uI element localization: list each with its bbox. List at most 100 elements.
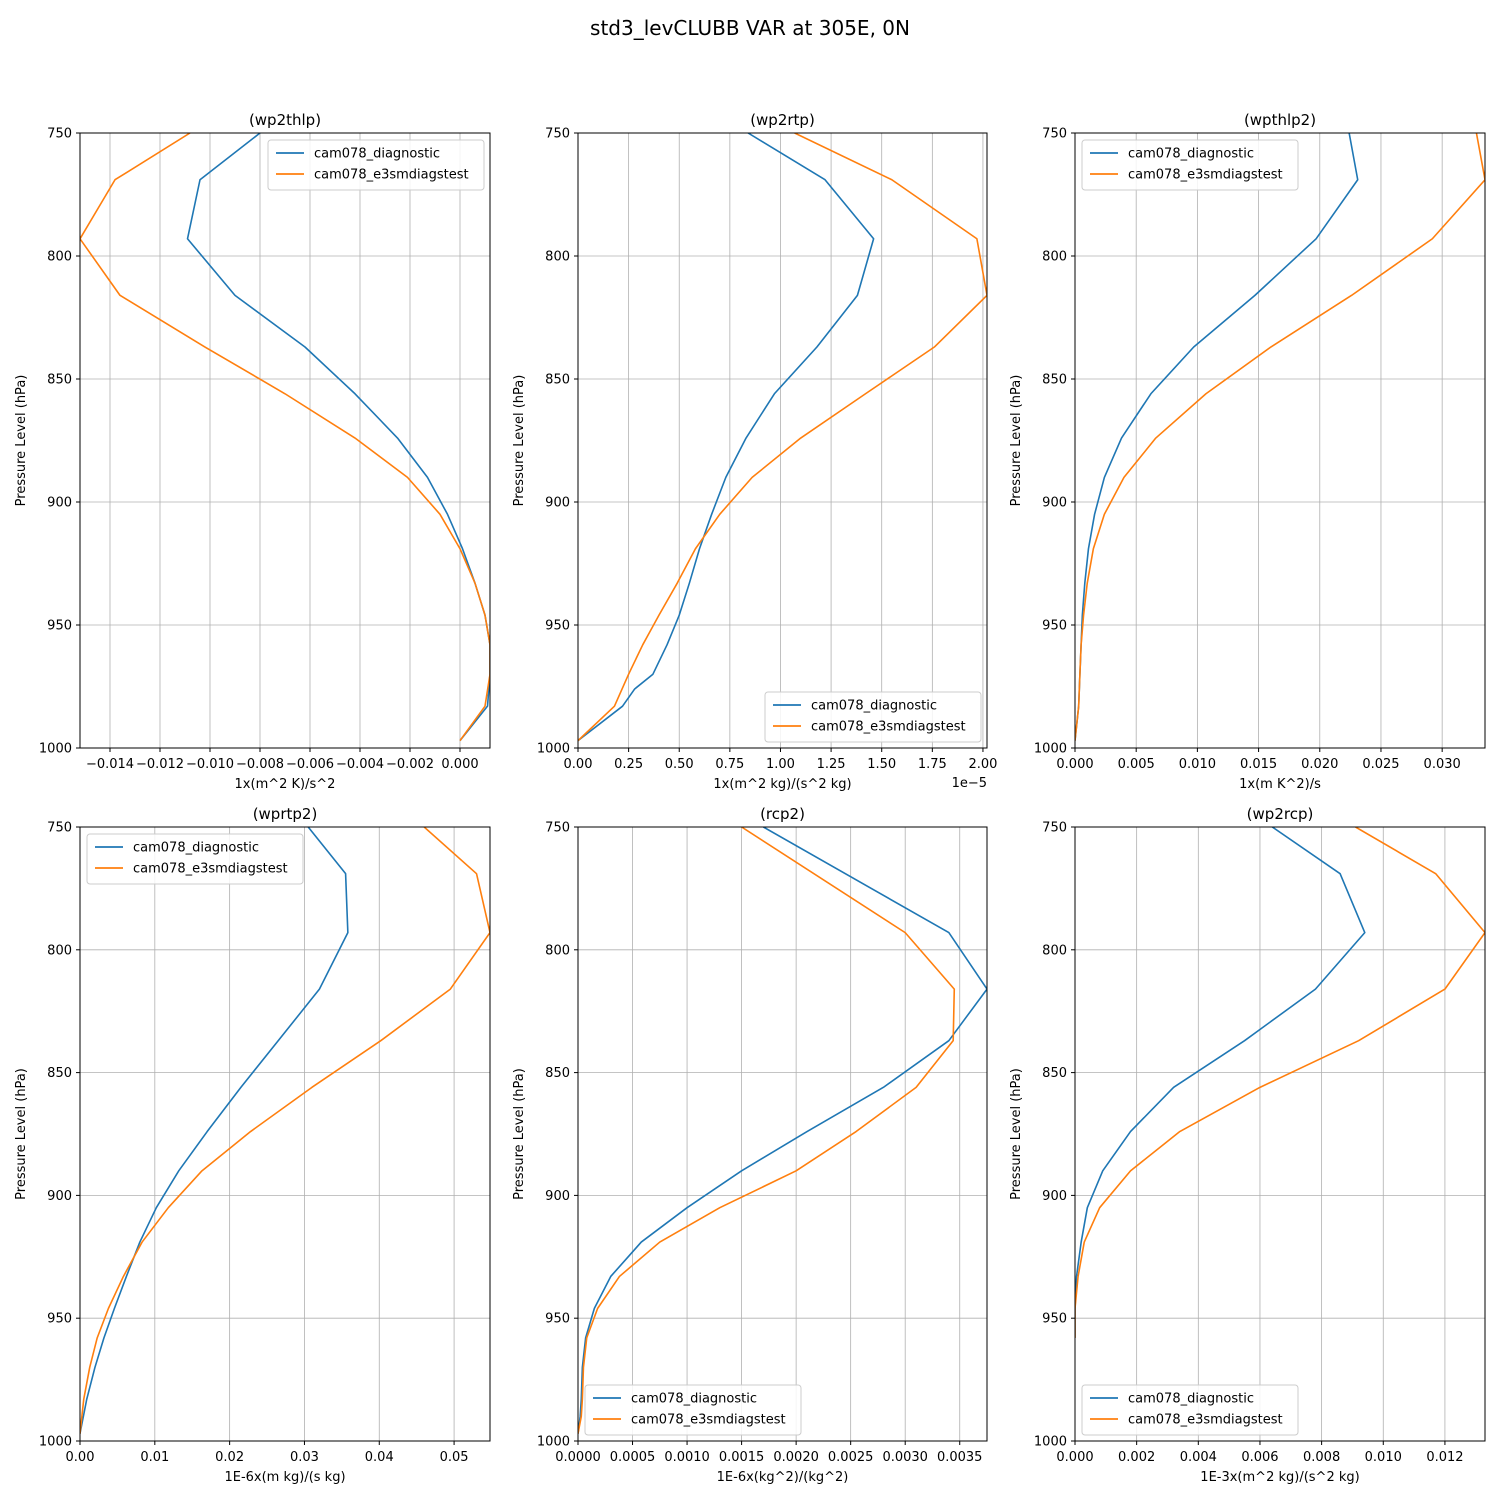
chart-6-ytick-label: 1000 xyxy=(1034,1435,1067,1450)
chart-2-frame xyxy=(577,132,988,749)
chart-2-ytick-label: 950 xyxy=(545,619,570,634)
chart-5-ytick-label: 950 xyxy=(545,1312,570,1327)
chart-6-ytick-label: 850 xyxy=(1042,1066,1067,1081)
chart-3-legend-box xyxy=(1081,139,1299,191)
chart-4-series-e3smdiagstest-line xyxy=(80,827,490,1434)
chart-6-xtick-label: 0.006 xyxy=(1241,1450,1278,1465)
chart-2-xlabel: 1x(m^2 kg)/(s^2 kg) xyxy=(713,777,851,792)
chart-3-xtick-label: 0.010 xyxy=(1179,757,1216,772)
chart-1-xlabel: 1x(m^2 K)/s^2 xyxy=(235,777,336,792)
chart-5-legend-label: cam078_diagnostic xyxy=(631,1392,757,1407)
chart-3-xtick-label: 0.020 xyxy=(1301,757,1338,772)
chart-6-legend-label: cam078_diagnostic xyxy=(1128,1392,1254,1407)
chart-1-ytick-label: 850 xyxy=(47,373,72,388)
chart-3-ytick-label: 850 xyxy=(1042,373,1067,388)
chart-6-ylabel: Pressure Level (hPa) xyxy=(1009,1068,1024,1200)
chart-6-series-diagnostic-line xyxy=(1075,827,1366,1338)
chart-5-legend-label: cam078_e3smdiagstest xyxy=(631,1413,786,1428)
chart-6-ytick-label: 950 xyxy=(1042,1312,1067,1327)
chart-2-ytick-label: 750 xyxy=(545,127,570,142)
chart-4-frame xyxy=(79,826,491,1442)
chart-4-xtick-label: 0.03 xyxy=(290,1450,319,1465)
chart-panel-3: 0.000 0.005 0.010 0.015 0.020 0.025 0.030 750 80… xyxy=(1009,111,1486,792)
chart-6-ytick-label: 750 xyxy=(1042,821,1067,836)
chart-3-legend-label: cam078_e3smdiagstest xyxy=(1128,168,1283,183)
chart-4-ytick-label: 800 xyxy=(47,943,72,958)
chart-5-xtick-label: 0.0020 xyxy=(773,1450,819,1465)
chart-2-ylabel: Pressure Level (hPa) xyxy=(512,375,527,507)
chart-2-xtick-label: 0.75 xyxy=(715,757,744,772)
chart-3-ylabel: Pressure Level (hPa) xyxy=(1009,375,1024,507)
chart-3-title: (wpthlp2) xyxy=(1244,111,1316,129)
chart-3-ytick-label: 950 xyxy=(1042,619,1067,634)
chart-1-title: (wp2thlp) xyxy=(249,111,321,129)
chart-6-xtick-label: 0.000 xyxy=(1056,1450,1093,1465)
chart-3-xtick-label: 0.025 xyxy=(1362,757,1399,772)
chart-panel-4: 0.00 0.01 0.02 0.03 0.04 0.05 750 800 850 900 950 1… xyxy=(14,805,491,1485)
chart-4-ytick-label: 950 xyxy=(47,1312,72,1327)
chart-1-series-e3smdiagstest-line xyxy=(80,133,490,742)
chart-2-xtick-label: 1.00 xyxy=(766,757,795,772)
chart-3-xlabel: 1x(m K^2)/s xyxy=(1239,777,1321,792)
chart-1-xtick-label: −0.014 xyxy=(86,757,134,772)
chart-5-xtick-label: 0.0015 xyxy=(719,1450,765,1465)
chart-1-xtick-label: −0.006 xyxy=(286,757,334,772)
chart-6-legend-box xyxy=(1081,1384,1299,1436)
chart-3-xtick-label: 0.015 xyxy=(1240,757,1277,772)
chart-1-series-diagnostic-line xyxy=(186,133,490,742)
chart-2-ytick-label: 800 xyxy=(545,250,570,265)
chart-2-xtick-label: 1.75 xyxy=(918,757,947,772)
chart-5-xtick-label: 0.0005 xyxy=(610,1450,656,1465)
chart-5-series-e3smdiagstest-line xyxy=(578,827,956,1434)
chart-3-legend: cam078_diagnostic cam078_e3smdiagstest xyxy=(1081,139,1299,191)
chart-4-ytick-label: 1000 xyxy=(39,1435,72,1450)
chart-4-xlabel: 1E-6x(m kg)/(s kg) xyxy=(224,1470,345,1485)
chart-1-ylabel: Pressure Level (hPa) xyxy=(14,375,29,507)
chart-4-xtick-label: 0.04 xyxy=(365,1450,394,1465)
chart-1-ytick-label: 950 xyxy=(47,619,72,634)
chart-2-legend: cam078_diagnostic cam078_e3smdiagstest xyxy=(764,691,982,743)
chart-3-xtick-label: 0.000 xyxy=(1056,757,1093,772)
chart-panel-2: 0.00 0.25 0.50 0.75 1.00 1.25 1.50 1.75 2.00 750 8… xyxy=(512,111,997,792)
chart-4-legend-label: cam078_diagnostic xyxy=(133,841,259,856)
chart-1-xtick-label: −0.012 xyxy=(136,757,184,772)
chart-5-xtick-label: 0.0025 xyxy=(828,1450,874,1465)
chart-5-series-diagnostic-line xyxy=(578,827,987,1434)
chart-5-ytick-label: 900 xyxy=(545,1189,570,1204)
chart-1-ytick-label: 750 xyxy=(47,127,72,142)
chart-2-legend-box xyxy=(764,691,982,743)
chart-6-xtick-label: 0.010 xyxy=(1365,1450,1402,1465)
chart-3-xtick-label: 0.005 xyxy=(1118,757,1155,772)
chart-2-xtick-label: 0.00 xyxy=(564,757,593,772)
chart-5-ytick-label: 750 xyxy=(545,821,570,836)
chart-1-legend-label: cam078_e3smdiagstest xyxy=(314,168,469,183)
chart-4-xtick-label: 0.02 xyxy=(215,1450,244,1465)
chart-panel-1: −0.014 −0.012 −0.010 −0.008 −0.006 −0.004 −0.0… xyxy=(14,111,491,792)
chart-1-xtick-label: −0.008 xyxy=(236,757,284,772)
chart-6-legend-label: cam078_e3smdiagstest xyxy=(1128,1413,1283,1428)
chart-1-xtick-label: −0.004 xyxy=(336,757,384,772)
chart-3-legend-label: cam078_diagnostic xyxy=(1128,147,1254,162)
chart-5-ytick-label: 850 xyxy=(545,1066,570,1081)
chart-6-frame xyxy=(1074,826,1486,1442)
chart-1-legend-label: cam078_diagnostic xyxy=(314,147,440,162)
chart-5-ytick-label: 800 xyxy=(545,943,570,958)
chart-2-series-diagnostic-line xyxy=(578,133,875,742)
chart-5-legend: cam078_diagnostic cam078_e3smdiagstest xyxy=(584,1384,802,1436)
chart-5-xtick-label: 0.0030 xyxy=(882,1450,928,1465)
chart-panel-5: 0.0000 0.0005 0.0010 0.0015 0.0020 0.0025 0.00… xyxy=(512,805,988,1485)
chart-2-ytick-label: 900 xyxy=(545,496,570,511)
chart-3-ytick-label: 800 xyxy=(1042,250,1067,265)
chart-6-legend: cam078_diagnostic cam078_e3smdiagstest xyxy=(1081,1384,1299,1436)
chart-2-xtick-label: 0.25 xyxy=(614,757,643,772)
chart-3-ytick-label: 900 xyxy=(1042,496,1067,511)
chart-4-xtick-label: 0.00 xyxy=(66,1450,95,1465)
chart-1-frame xyxy=(79,132,491,749)
chart-5-xtick-label: 0.0010 xyxy=(664,1450,710,1465)
chart-6-xtick-label: 0.004 xyxy=(1180,1450,1217,1465)
figure-title: std3_levCLUBB VAR at 305E, 0N xyxy=(590,16,910,40)
chart-3-xtick-label: 0.030 xyxy=(1424,757,1461,772)
chart-4-ytick-label: 750 xyxy=(47,821,72,836)
chart-2-xtick-label: 1.50 xyxy=(867,757,896,772)
